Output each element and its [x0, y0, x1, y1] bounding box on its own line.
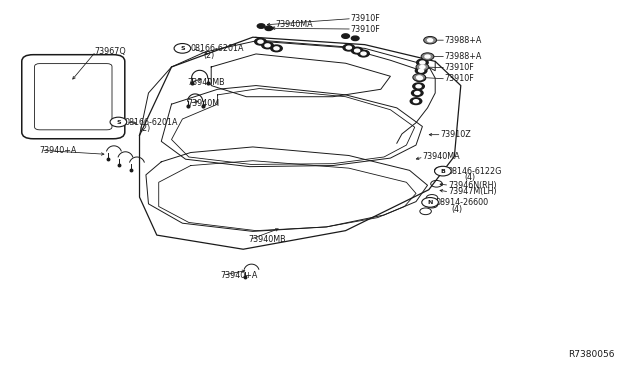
- Circle shape: [419, 69, 424, 72]
- Circle shape: [110, 117, 127, 127]
- Text: S: S: [116, 119, 121, 125]
- Text: (2): (2): [140, 124, 151, 133]
- Text: 73910Z: 73910Z: [440, 130, 471, 139]
- Text: R7380056: R7380056: [568, 350, 614, 359]
- Circle shape: [346, 46, 351, 49]
- Text: 73940+A: 73940+A: [40, 146, 77, 155]
- Circle shape: [413, 100, 419, 103]
- Circle shape: [420, 65, 425, 68]
- Circle shape: [274, 47, 279, 50]
- Circle shape: [262, 42, 273, 49]
- Text: 08166-6201A: 08166-6201A: [191, 44, 244, 53]
- Circle shape: [343, 44, 355, 51]
- Circle shape: [413, 74, 426, 81]
- Circle shape: [257, 24, 265, 28]
- Circle shape: [351, 36, 359, 41]
- Text: 73988+A: 73988+A: [445, 52, 482, 61]
- Circle shape: [258, 40, 263, 43]
- Text: 73940MA: 73940MA: [275, 20, 313, 29]
- Circle shape: [425, 55, 430, 58]
- Circle shape: [265, 26, 273, 31]
- Text: S: S: [180, 46, 185, 51]
- Circle shape: [413, 83, 424, 90]
- Text: 73988+A: 73988+A: [445, 36, 482, 45]
- Text: 73967Q: 73967Q: [95, 47, 127, 56]
- Text: N: N: [428, 200, 433, 205]
- Circle shape: [412, 90, 423, 96]
- Text: (4): (4): [452, 205, 463, 214]
- Circle shape: [414, 75, 426, 81]
- Circle shape: [420, 61, 425, 64]
- Circle shape: [358, 50, 369, 57]
- Text: (4): (4): [465, 173, 476, 182]
- Text: 73940M: 73940M: [188, 99, 220, 108]
- Circle shape: [424, 36, 436, 44]
- Circle shape: [415, 67, 427, 74]
- Text: 73940MA: 73940MA: [422, 153, 460, 161]
- Circle shape: [417, 76, 422, 79]
- Text: 08146-6122G: 08146-6122G: [448, 167, 502, 176]
- Text: 73946N(RH): 73946N(RH): [448, 181, 497, 190]
- Circle shape: [265, 44, 270, 47]
- Text: 73940+A: 73940+A: [221, 271, 258, 280]
- Circle shape: [174, 44, 191, 53]
- Circle shape: [435, 166, 451, 176]
- Text: 73940MB: 73940MB: [248, 235, 286, 244]
- Text: 08914-26600: 08914-26600: [435, 198, 488, 207]
- Text: 73947M(LH): 73947M(LH): [448, 187, 497, 196]
- Circle shape: [421, 53, 434, 60]
- Text: 73910F: 73910F: [445, 63, 474, 72]
- Circle shape: [416, 63, 429, 71]
- Circle shape: [416, 85, 421, 88]
- Text: 73910F: 73910F: [351, 25, 380, 33]
- Circle shape: [417, 59, 428, 66]
- Circle shape: [428, 39, 433, 42]
- Text: 08166-6201A: 08166-6201A: [125, 118, 179, 126]
- Text: 73910F: 73910F: [351, 14, 380, 23]
- Circle shape: [351, 47, 363, 54]
- Circle shape: [422, 198, 438, 207]
- Circle shape: [342, 34, 349, 38]
- Circle shape: [410, 98, 422, 105]
- Circle shape: [355, 49, 360, 52]
- Text: 73910F: 73910F: [445, 74, 474, 83]
- Text: B: B: [440, 169, 445, 174]
- Circle shape: [415, 92, 420, 94]
- Text: (2): (2): [204, 51, 215, 60]
- Circle shape: [361, 52, 366, 55]
- Circle shape: [271, 45, 282, 52]
- Text: 73940MB: 73940MB: [188, 78, 225, 87]
- Circle shape: [417, 77, 422, 80]
- Circle shape: [255, 38, 266, 45]
